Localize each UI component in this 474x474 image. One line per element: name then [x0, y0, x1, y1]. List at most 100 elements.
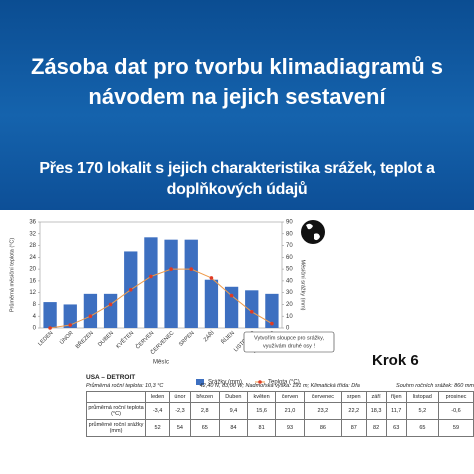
legend-label: Srážky (mm) — [208, 380, 242, 386]
table-info: Průměrná roční teplota: 10,3 °C 42,40 N, … — [86, 383, 474, 389]
cell: 23,2 — [303, 402, 342, 420]
x-tick-label: ČERVEN — [134, 329, 155, 350]
header-cell: prosinec — [437, 391, 474, 403]
y2-tick-label: 80 — [286, 231, 293, 237]
legend-swatch — [258, 380, 262, 384]
line-marker — [189, 267, 194, 271]
cell: 22,2 — [340, 402, 367, 420]
plot-frame — [39, 221, 283, 329]
row-label: průměrná roční teplota (°C) — [86, 402, 146, 420]
y-tick-label: 32 — [29, 231, 36, 237]
y2-tick-label: 70 — [286, 243, 293, 249]
y2-tick-label: 20 — [286, 302, 293, 308]
header-cell: leden — [144, 391, 171, 403]
cell: 81 — [246, 419, 277, 437]
globe-icon — [301, 220, 325, 244]
cell: -0,6 — [437, 402, 474, 420]
y2-tick-label: 50 — [286, 267, 293, 273]
bar — [204, 279, 219, 328]
y-tick-label: 8 — [33, 302, 37, 308]
x-tick-label: KVĚTEN — [114, 329, 135, 350]
subtitle: Přes 170 lokalit s jejich charakteristik… — [39, 160, 435, 198]
x-tick-label: ZÁŘÍ — [201, 328, 216, 343]
banner: Zásoba dat pro tvorbu klimadiagramů s ná… — [0, 0, 474, 210]
info-text: 42,40 N, 83,00 W; Nadmořská výška: 191 m… — [199, 383, 360, 389]
bar — [144, 237, 158, 328]
y-tick-label: 28 — [29, 243, 36, 249]
y-tick-label: 4 — [33, 314, 37, 320]
line-marker — [68, 323, 73, 327]
line-marker — [209, 276, 214, 280]
line-marker — [88, 314, 93, 319]
line — [50, 268, 273, 329]
x-tick-label: ŘÍJEN — [219, 329, 236, 346]
annotation-text: využívám druhé osy ! — [263, 343, 315, 349]
bar — [63, 304, 77, 328]
y-tick-label: 36 — [29, 220, 36, 226]
bar — [103, 293, 118, 328]
cell: 86 — [303, 419, 342, 437]
header-cell: srpen — [340, 391, 367, 403]
x-tick-label: DUBEN — [97, 330, 115, 348]
cell: 11,7 — [385, 402, 407, 420]
y2-tick-label: 90 — [286, 220, 293, 226]
y-axis-title: Průměrná měsíční teplota (°C) — [8, 238, 15, 313]
line-marker — [229, 293, 234, 298]
y2-axis-title: Měsíční srážky (mm) — [300, 259, 306, 310]
y2-tick-label: 0 — [286, 326, 290, 332]
header-cell: listopad — [405, 391, 439, 403]
y-tick-label: 24 — [29, 255, 36, 261]
row-label: průměrné roční srážky (mm) — [86, 419, 146, 437]
cell: 63 — [385, 419, 407, 437]
y2-tick-label: 40 — [286, 278, 293, 284]
cell: 5,2 — [405, 402, 439, 420]
line-marker — [48, 326, 52, 330]
cell: 59 — [437, 419, 474, 437]
cell: 15,6 — [246, 402, 277, 420]
line-marker — [249, 310, 254, 314]
header-corner — [86, 391, 146, 403]
x-tick-label: BŘEZEN — [73, 329, 94, 350]
y-tick-label: 20 — [29, 267, 36, 273]
y-tick-label: 0 — [33, 326, 37, 332]
cell: -3,4 — [144, 402, 171, 420]
x-axis-title: Měsíc — [153, 360, 169, 366]
cell: -2,3 — [169, 402, 191, 420]
table-title: USA – DETROIT — [86, 374, 136, 381]
cell: 21,0 — [275, 402, 305, 420]
header-cell: únor — [169, 391, 191, 403]
line-marker — [149, 274, 153, 279]
cell: 65 — [189, 419, 220, 437]
header-cell: Duben — [218, 391, 248, 403]
header-cell: březen — [189, 391, 220, 403]
cell: 18,3 — [365, 402, 387, 420]
y2-tick-label: 60 — [286, 255, 293, 261]
cell: 93 — [275, 419, 305, 437]
y-tick-label: 12 — [29, 290, 36, 296]
header-cell: květen — [246, 391, 277, 403]
header-row: leden únor březen Duben květen červen červenec… — [86, 391, 474, 403]
legend-label: Teplota (°C) — [268, 380, 300, 386]
line-marker — [128, 287, 133, 292]
table: leden únor březen Duben květen červen červenec… — [86, 391, 474, 437]
annotation-text: Vytvořím sloupce pro srážky, — [254, 335, 324, 341]
cell: 87 — [340, 419, 367, 437]
cell: 2,8 — [189, 402, 220, 420]
bar — [43, 302, 57, 328]
table-row: průměrné roční srážky (mm) 52 54 65 84 81 93 86… — [86, 419, 474, 437]
y-tick-label: 16 — [29, 278, 36, 284]
cell: 54 — [169, 419, 191, 437]
x-tick-label: ÚNOR — [58, 329, 74, 345]
y2-tick-label: 10 — [286, 314, 293, 320]
cell: 65 — [405, 419, 439, 437]
cell: 9,4 — [218, 402, 248, 420]
step-label: Krok 6 — [372, 352, 419, 369]
line-marker — [169, 267, 173, 271]
cell: 82 — [365, 419, 387, 437]
info-text: Souhrn ročních srážek: 860 mm — [396, 383, 474, 389]
bar — [83, 293, 98, 328]
bar — [164, 239, 178, 328]
info-text: Průměrná roční teplota: 10,3 °C — [86, 383, 164, 389]
header-cell: září — [365, 391, 387, 403]
table-row: průměrná roční teplota (°C) -3,4 -2,3 2,8 9,… — [86, 402, 474, 420]
